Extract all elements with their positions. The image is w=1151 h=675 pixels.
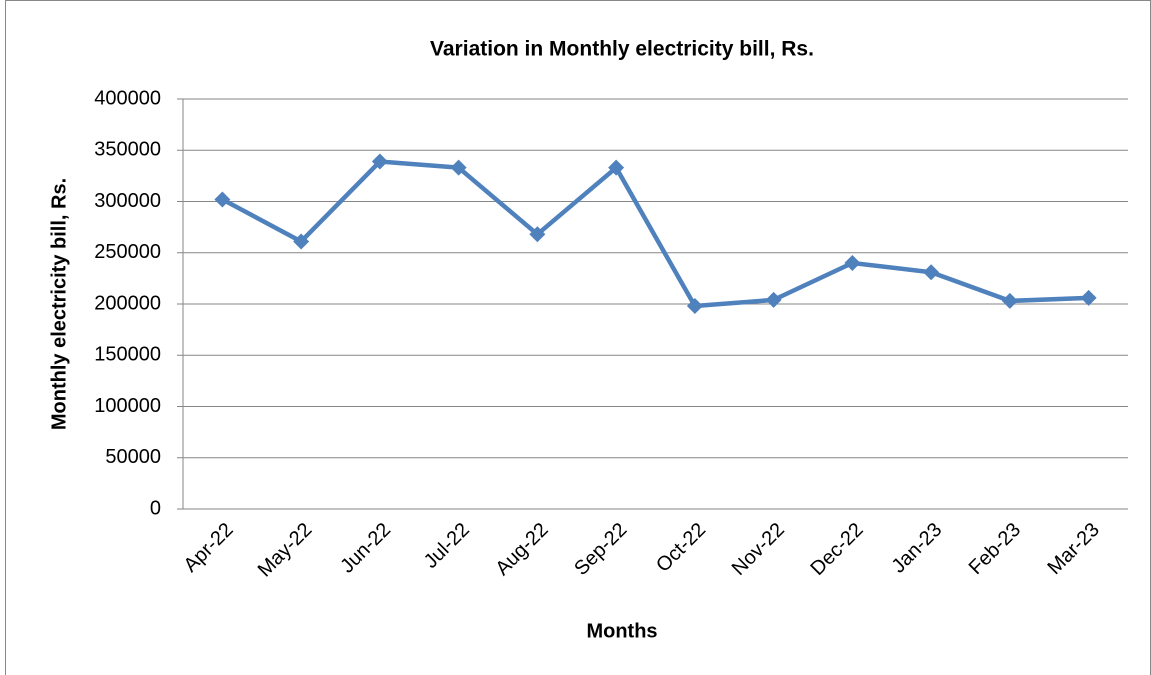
y-tick-label: 200000 [94, 292, 161, 314]
marker [450, 159, 467, 176]
marker [214, 191, 231, 208]
marker [293, 233, 310, 250]
y-tick-label: 300000 [94, 190, 161, 212]
x-axis-title: Months [586, 620, 657, 642]
marker [1080, 289, 1097, 306]
chart-title: Variation in Monthly electricity bill, R… [430, 38, 814, 61]
marker [608, 159, 625, 176]
y-tick-label: 150000 [94, 344, 161, 366]
marker [844, 255, 861, 271]
marker [371, 153, 388, 170]
y-tick-label: 400000 [94, 87, 161, 109]
line [221, 159, 1089, 309]
y-tick-label: 350000 [94, 139, 161, 161]
marker [1001, 292, 1018, 309]
chart-border [5, 0, 1151, 675]
y-axis-title: Monthly electricity bill, Rs. [48, 178, 70, 430]
marker [765, 291, 782, 308]
y-tick-label: 100000 [94, 395, 161, 417]
marker [923, 264, 940, 281]
y-tick-label: 0 [150, 497, 161, 519]
marker [686, 298, 703, 315]
y-tick-label: 250000 [94, 241, 161, 263]
marker [529, 226, 546, 243]
y-tick-label: 50000 [105, 446, 161, 468]
